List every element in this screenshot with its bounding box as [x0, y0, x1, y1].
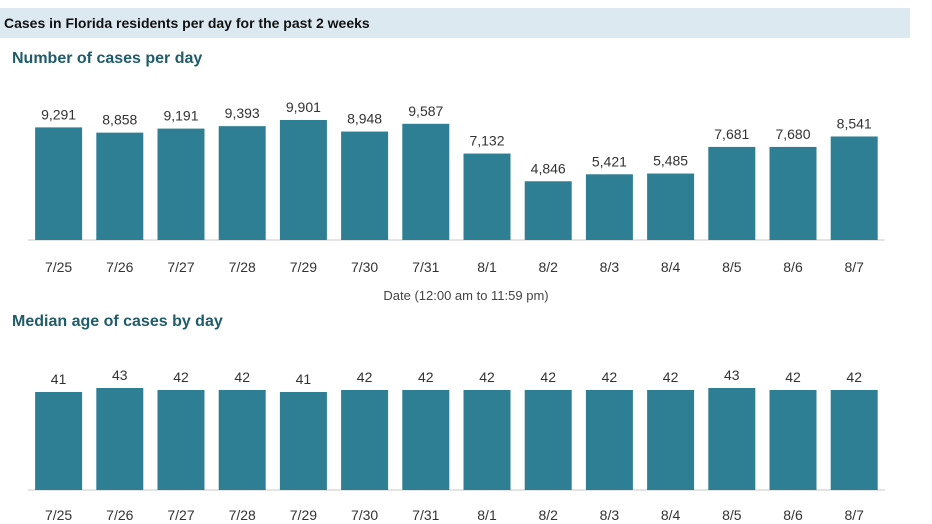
data-label: 42 — [357, 369, 373, 385]
bar — [341, 390, 389, 490]
data-label: 4,846 — [531, 160, 566, 176]
data-label: 9,393 — [225, 105, 260, 121]
bar — [463, 390, 511, 490]
chart-banner-title: Cases in Florida residents per day for t… — [0, 8, 910, 38]
data-label: 42 — [418, 369, 434, 385]
bar — [402, 390, 450, 490]
data-label: 8,948 — [347, 111, 382, 127]
data-label: 8,541 — [837, 115, 872, 131]
bar — [341, 131, 389, 240]
bar — [830, 390, 878, 490]
data-label: 5,421 — [592, 153, 627, 169]
data-label: 7,132 — [469, 133, 504, 149]
x-tick-label: 7/26 — [106, 259, 133, 275]
data-label: 41 — [51, 371, 67, 387]
x-tick-label: 8/7 — [844, 507, 864, 523]
x-tick-label: 8/6 — [783, 259, 803, 275]
bar — [157, 128, 205, 240]
bar — [96, 132, 144, 240]
bar — [96, 388, 144, 490]
bar — [524, 390, 572, 490]
x-tick-label: 7/29 — [290, 507, 317, 523]
data-label: 42 — [479, 369, 495, 385]
bar — [647, 390, 695, 490]
data-label: 7,681 — [714, 126, 749, 142]
x-tick-label: 8/2 — [538, 507, 558, 523]
x-tick-label: 8/5 — [722, 507, 742, 523]
x-tick-label: 8/6 — [783, 507, 803, 523]
bar — [463, 153, 511, 240]
bar — [279, 392, 327, 490]
data-label: 42 — [602, 369, 618, 385]
bar — [708, 146, 756, 240]
bar — [218, 390, 266, 490]
x-tick-label: 7/26 — [106, 507, 133, 523]
x-tick-label: 7/30 — [351, 259, 378, 275]
data-label: 42 — [785, 369, 801, 385]
x-tick-label: 8/1 — [477, 507, 497, 523]
x-tick-label: 7/25 — [45, 259, 72, 275]
median-age-by-day-chart: 41 7/25 43 7/26 42 7/27 42 7/28 41 7/29 42 7/30 42 7/… — [28, 367, 885, 523]
x-tick-label: 7/28 — [229, 259, 256, 275]
x-tick-label: 7/29 — [290, 259, 317, 275]
x-tick-label: 7/30 — [351, 507, 378, 523]
data-label: 9,587 — [408, 103, 443, 119]
x-tick-label: 8/4 — [661, 259, 681, 275]
x-tick-label: 8/3 — [600, 507, 620, 523]
data-label: 42 — [540, 369, 556, 385]
x-tick-label: 8/7 — [844, 259, 864, 275]
cases-chart-x-axis-title: Date (12:00 am to 11:59 pm) — [383, 288, 549, 303]
data-label: 42 — [234, 369, 250, 385]
data-label: 42 — [173, 369, 189, 385]
bar — [585, 174, 633, 240]
x-tick-label: 7/31 — [412, 507, 439, 523]
data-label: 5,485 — [653, 153, 688, 169]
data-label: 7,680 — [775, 126, 810, 142]
median-age-chart-title: Median age of cases by day — [12, 313, 223, 330]
x-tick-label: 8/1 — [477, 259, 497, 275]
x-tick-label: 7/28 — [229, 507, 256, 523]
bar — [279, 120, 327, 240]
x-tick-label: 7/27 — [167, 259, 194, 275]
x-tick-label: 7/31 — [412, 259, 439, 275]
x-tick-label: 8/4 — [661, 507, 681, 523]
bar — [769, 146, 817, 240]
bar — [708, 388, 756, 490]
bar — [585, 390, 633, 490]
data-label: 41 — [296, 371, 312, 387]
data-label: 42 — [846, 369, 862, 385]
data-label: 8,858 — [102, 112, 137, 128]
data-label: 9,291 — [41, 106, 76, 122]
bar — [35, 392, 83, 490]
bar — [769, 390, 817, 490]
data-label: 42 — [663, 369, 679, 385]
x-tick-label: 7/25 — [45, 507, 72, 523]
cases-per-day-chart: 9,291 7/25 8,858 7/26 9,191 7/27 9,393 7/28 9,90… — [28, 99, 885, 275]
x-tick-label: 8/3 — [600, 259, 620, 275]
cases-chart-title: Number of cases per day — [12, 50, 203, 67]
bar — [157, 390, 205, 490]
x-tick-label: 8/5 — [722, 259, 742, 275]
x-tick-label: 7/27 — [167, 507, 194, 523]
bar — [402, 123, 450, 240]
bar — [218, 126, 266, 240]
bar — [830, 136, 878, 240]
data-label: 43 — [112, 367, 128, 383]
data-label: 9,191 — [163, 108, 198, 124]
bar — [35, 127, 83, 240]
data-label: 9,901 — [286, 99, 321, 115]
data-label: 43 — [724, 367, 740, 383]
x-tick-label: 8/2 — [538, 259, 558, 275]
bar — [647, 173, 695, 240]
bar — [524, 181, 572, 240]
